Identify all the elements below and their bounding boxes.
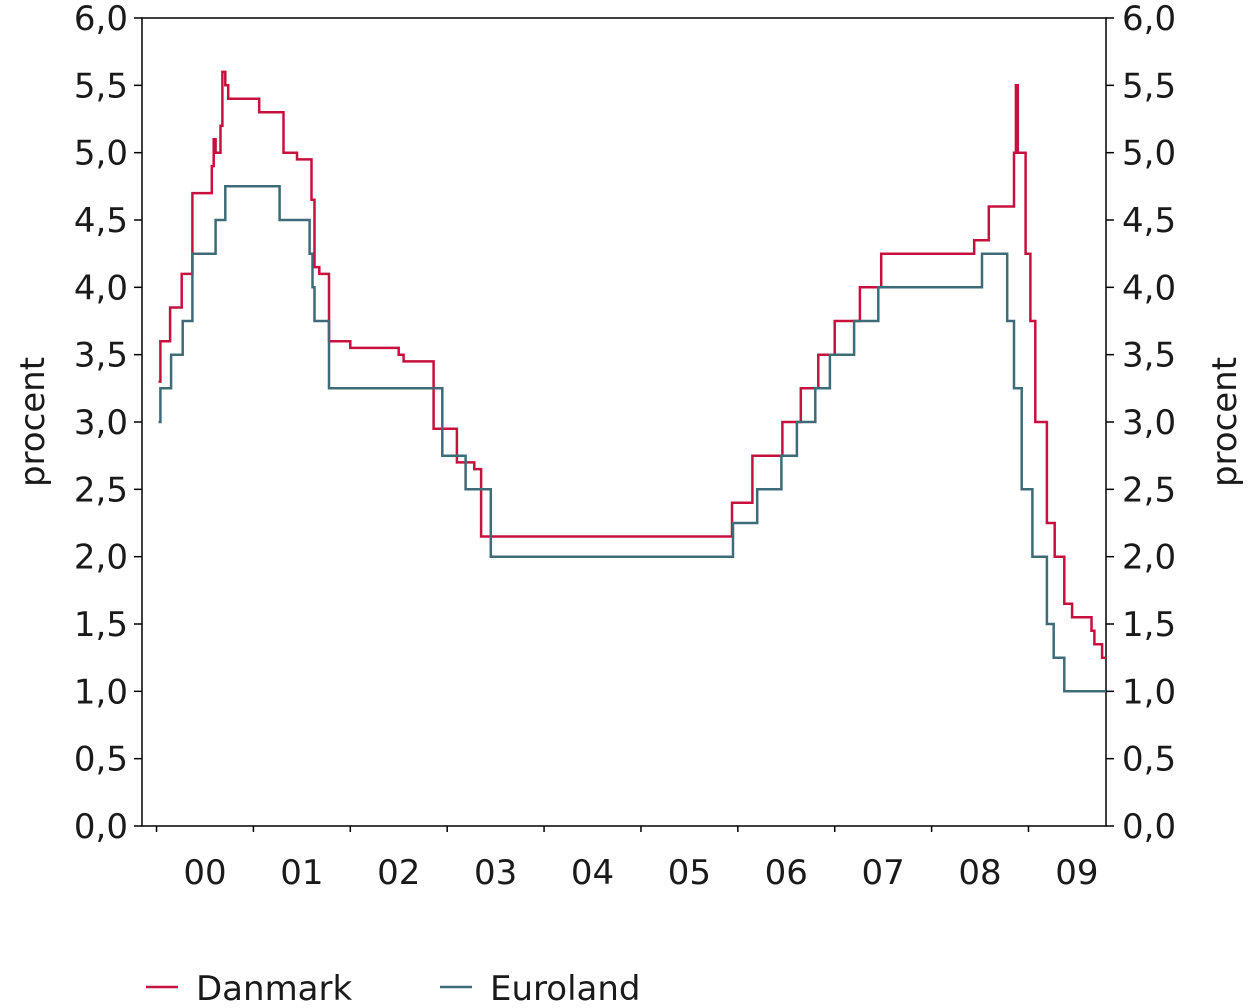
y-axis-title-right: procent [1205, 357, 1245, 487]
y-tick-label-right: 5,0 [1122, 134, 1176, 174]
y-tick-label-left: 2,0 [74, 538, 128, 578]
y-tick-label-left: 5,5 [74, 66, 128, 106]
legend-label-euroland: Euroland [490, 969, 640, 1008]
y-tick-label-right: 2,5 [1122, 470, 1176, 510]
series-line-euroland [158, 185, 1106, 693]
y-axis-left: 0,0 0,5 1,0 1,5 2,0 2,5 3,0 3,5 4,0 4,5 5,0 5,5 6,0 [74, 0, 142, 847]
y-tick-label-right: 4,0 [1122, 268, 1176, 308]
y-tick-label-left: 0,0 [74, 807, 128, 847]
y-tick-label-left: 2,5 [74, 470, 128, 510]
y-tick-label-left: 3,5 [74, 336, 128, 376]
y-tick-label-right: 1,5 [1122, 605, 1176, 645]
x-tick-label: 08 [958, 853, 1001, 893]
y-axis-right: 0,0 0,5 1,0 1,5 2,0 2,5 3,0 3,5 4,0 4,5 5,0 5,5 6,0 [1106, 0, 1176, 847]
x-tick-label: 01 [280, 853, 323, 893]
y-tick-label-left: 5,0 [74, 134, 128, 174]
y-tick-label-left: 6,0 [74, 0, 128, 39]
y-tick-label-right: 6,0 [1122, 0, 1176, 39]
y-tick-label-left: 4,5 [74, 201, 128, 241]
x-tick-label: 07 [862, 853, 905, 893]
x-tick-label: 02 [377, 853, 420, 893]
x-tick-label: 03 [474, 853, 517, 893]
x-tick-label: 04 [571, 853, 614, 893]
series-line-danmark [158, 70, 1106, 659]
x-tick-label: 09 [1055, 853, 1098, 893]
series-layer [158, 70, 1106, 693]
y-axis-title-left: procent [13, 357, 53, 487]
x-tick-label: 00 [183, 853, 226, 893]
legend: Danmark Euroland [146, 969, 640, 1008]
y-tick-label-right: 4,5 [1122, 201, 1176, 241]
x-tick-label: 05 [668, 853, 711, 893]
y-tick-label-left: 4,0 [74, 268, 128, 308]
plot-area [141, 17, 1107, 827]
y-tick-label-right: 0,5 [1122, 740, 1176, 780]
y-tick-label-right: 2,0 [1122, 538, 1176, 578]
y-tick-label-right: 0,0 [1122, 807, 1176, 847]
x-axis: 00 01 02 03 04 05 06 07 08 09 [155, 826, 1099, 893]
y-tick-label-right: 3,5 [1122, 336, 1176, 376]
y-tick-label-left: 1,0 [74, 672, 128, 712]
y-tick-label-right: 1,0 [1122, 672, 1176, 712]
legend-label-danmark: Danmark [196, 969, 352, 1008]
y-tick-label-right: 5,5 [1122, 66, 1176, 106]
y-tick-label-left: 1,5 [74, 605, 128, 645]
y-tick-label-right: 3,0 [1122, 403, 1176, 443]
y-tick-label-left: 3,0 [74, 403, 128, 443]
x-tick-label: 06 [765, 853, 808, 893]
y-tick-label-left: 0,5 [74, 740, 128, 780]
